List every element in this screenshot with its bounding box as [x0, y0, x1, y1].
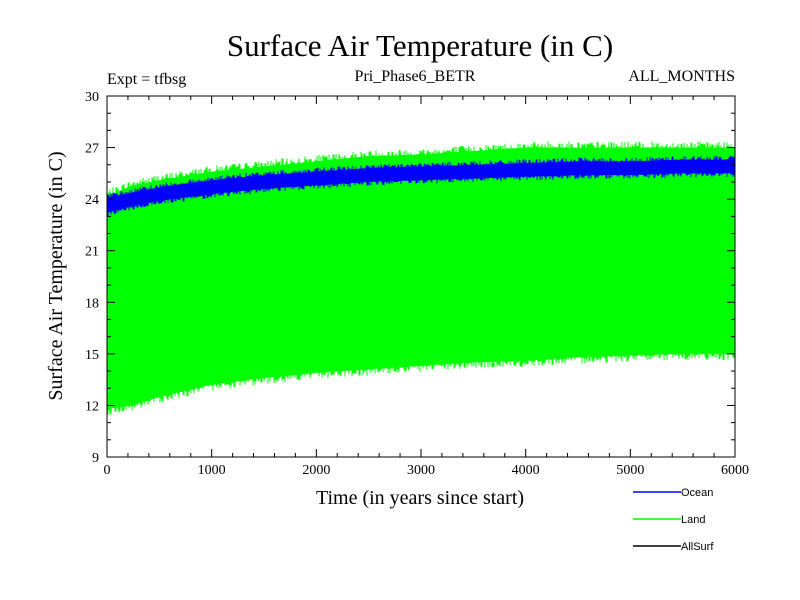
x-axis-label: Time (in years since start) — [316, 487, 524, 509]
axis-ticks: 0 1000 2000 3000 4000 5000 6000 9 12 15 18 21 24 27 30 — [85, 90, 749, 478]
y-tick-label: 24 — [85, 193, 99, 208]
series-land — [106, 141, 736, 415]
legend-label-allsurf: AllSurf — [681, 541, 714, 553]
legend-entry-land: Land — [633, 514, 705, 526]
legend: Ocean Land AllSurf — [633, 487, 714, 553]
y-tick-label: 21 — [85, 245, 99, 260]
y-tick-label: 9 — [92, 451, 99, 466]
legend-entry-ocean: Ocean — [633, 487, 713, 499]
y-tick-label: 12 — [85, 399, 99, 414]
subtitle-run: Pri_Phase6_BETR — [355, 68, 476, 85]
x-tick-label: 2000 — [302, 463, 330, 478]
legend-label-ocean: Ocean — [681, 487, 713, 499]
x-tick-label: 0 — [104, 463, 111, 478]
x-tick-label: 5000 — [616, 463, 644, 478]
subtitle-months: ALL_MONTHS — [628, 68, 735, 85]
y-tick-label: 30 — [85, 90, 99, 105]
subtitle-experiment: Expt = tfbsg — [107, 71, 186, 88]
y-tick-label: 15 — [85, 348, 99, 363]
x-tick-label: 4000 — [512, 463, 540, 478]
y-tick-label: 18 — [85, 296, 99, 311]
chart-title: Surface Air Temperature (in C) — [227, 28, 613, 63]
y-axis-label: Surface Air Temperature (in C) — [45, 151, 67, 400]
y-tick-label: 27 — [85, 142, 99, 157]
series-layer — [106, 141, 736, 415]
x-tick-label: 1000 — [198, 463, 226, 478]
legend-label-land: Land — [681, 514, 705, 526]
legend-entry-allsurf: AllSurf — [633, 541, 714, 553]
x-tick-label: 3000 — [407, 463, 435, 478]
x-tick-label: 6000 — [721, 463, 749, 478]
